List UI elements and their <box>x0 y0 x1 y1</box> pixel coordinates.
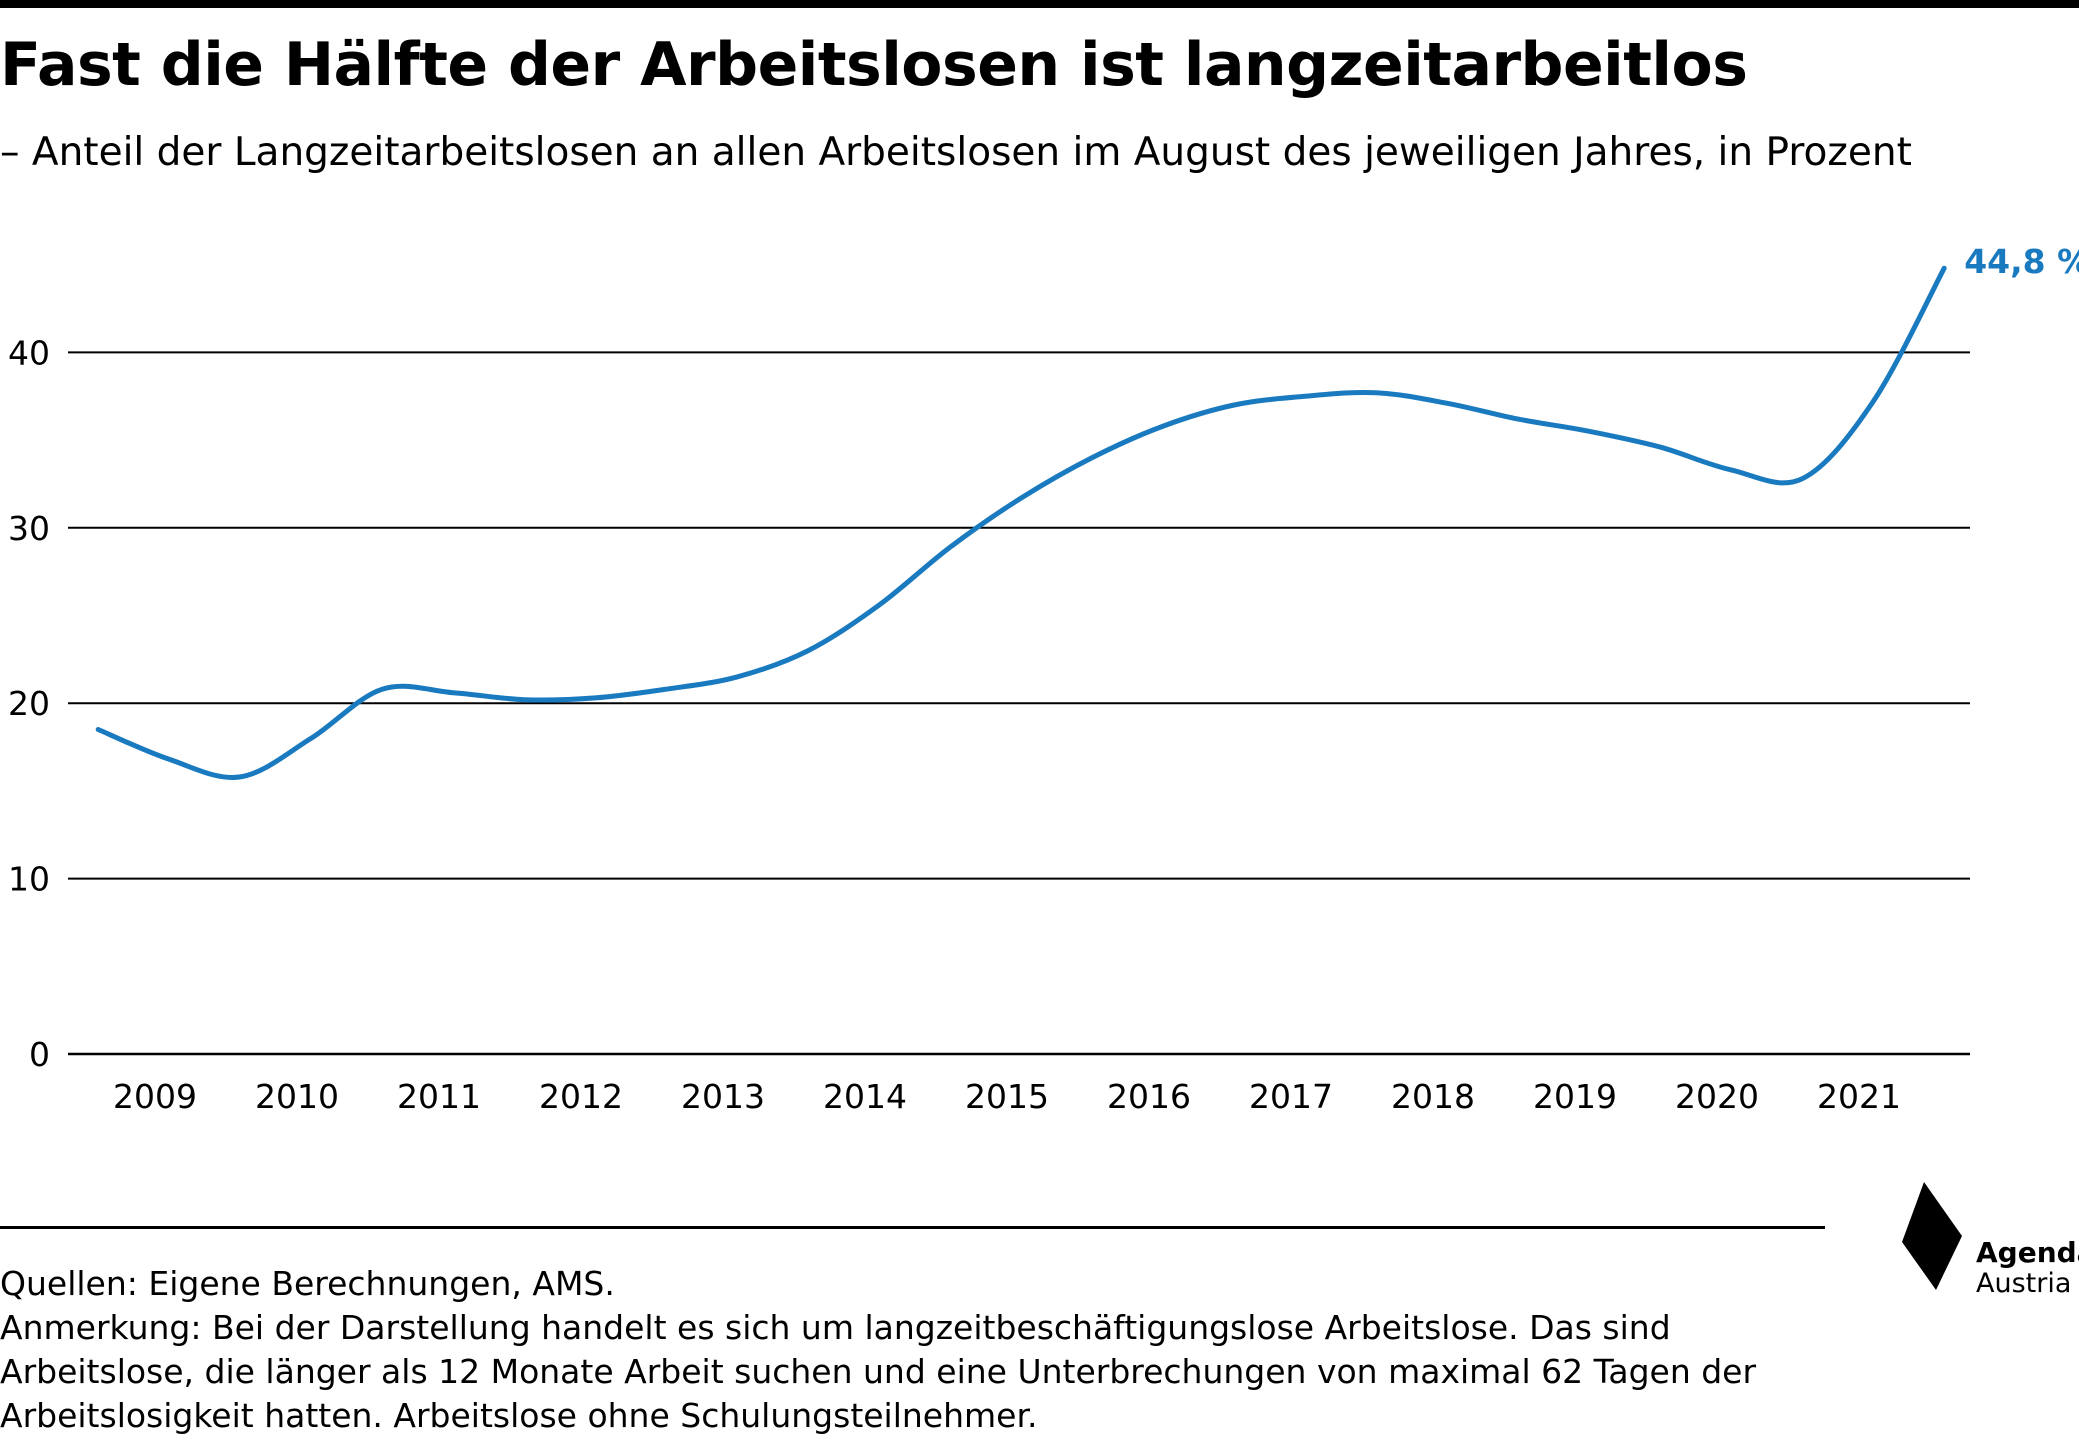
series-group <box>95 265 1947 780</box>
x-tick-label: 2021 <box>1817 1077 1901 1116</box>
end-value-label: 44,8 % <box>1964 242 2079 281</box>
x-tick-label: 2020 <box>1675 1077 1759 1116</box>
y-tick-label: 30 <box>8 509 50 548</box>
x-tick-label: 2013 <box>681 1077 765 1116</box>
logo-text-line2: Austria <box>1976 1268 2072 1299</box>
sources-text: Quellen: Eigene Berechnungen, AMS. <box>0 1264 615 1303</box>
logo-text-line1: Agenda <box>1976 1236 2079 1269</box>
logo-mark-icon <box>1902 1182 1962 1290</box>
footer: Quellen: Eigene Berechnungen, AMS. Anmer… <box>0 1262 1840 1438</box>
top-rule <box>0 0 2079 8</box>
y-axis-ticks: 0 10 20 30 40 <box>8 333 50 1074</box>
x-axis-ticks: 2009 2010 2011 2012 2013 2014 2015 2016 2017 2018… <box>113 1077 1901 1116</box>
x-tick-label: 2010 <box>255 1077 339 1116</box>
agenda-austria-logo: Agenda Austria <box>1900 1180 2079 1300</box>
gridlines <box>68 351 1970 1056</box>
x-tick-label: 2017 <box>1249 1077 1333 1116</box>
chart-subtitle: – Anteil der Langzeitarbeitslosen an all… <box>0 130 1912 175</box>
series-line <box>95 265 1947 780</box>
y-tick-label: 0 <box>29 1035 50 1074</box>
x-tick-label: 2014 <box>823 1077 907 1116</box>
x-tick-label: 2015 <box>965 1077 1049 1116</box>
y-tick-label: 40 <box>8 333 50 372</box>
x-tick-label: 2011 <box>397 1077 481 1116</box>
y-tick-label: 20 <box>8 684 50 723</box>
x-tick-label: 2016 <box>1107 1077 1191 1116</box>
footer-rule <box>0 1226 1825 1229</box>
x-tick-label: 2019 <box>1533 1077 1617 1116</box>
y-tick-label: 10 <box>8 860 50 899</box>
x-tick-label: 2012 <box>539 1077 623 1116</box>
chart-title: Fast die Hälfte der Arbeitslosen ist lan… <box>0 30 1748 100</box>
x-tick-label: 2018 <box>1391 1077 1475 1116</box>
x-tick-label: 2009 <box>113 1077 197 1116</box>
note-text: Anmerkung: Bei der Darstellung handelt e… <box>0 1308 1757 1435</box>
